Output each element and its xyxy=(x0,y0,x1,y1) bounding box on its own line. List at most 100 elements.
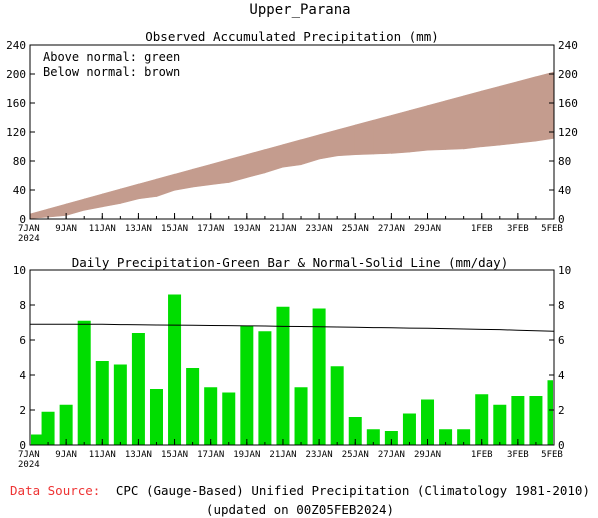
x-tick-label: 27JAN xyxy=(378,224,405,234)
daily-bar xyxy=(59,404,73,445)
daily-bar xyxy=(457,429,471,445)
y-tick-label-left: 4 xyxy=(19,369,26,382)
x-tick-label: 25JAN xyxy=(342,224,369,234)
x-tick-label: 21JAN xyxy=(269,224,296,234)
x-tick-label: 9JAN xyxy=(55,224,77,234)
daily-bar xyxy=(258,331,272,445)
x-tick-year-label: 2024 xyxy=(18,234,40,244)
y-tick-label-right: 0 xyxy=(558,439,565,452)
daily-chart-title: Daily Precipitation-Green Bar & Normal-S… xyxy=(72,255,509,270)
daily-bar xyxy=(312,308,326,445)
accumulated-band-segment xyxy=(228,154,248,183)
x-tick-label: 5FEB xyxy=(541,450,563,460)
daily-bars-group xyxy=(31,294,553,445)
accumulated-band-segment xyxy=(47,203,67,218)
y-tick-label-left: 6 xyxy=(19,334,26,347)
accumulated-band-segment xyxy=(246,149,266,178)
daily-bar xyxy=(204,387,218,445)
daily-panel: Daily Precipitation-Green Bar & Normal-S… xyxy=(13,255,572,470)
daily-bar xyxy=(186,368,200,445)
accumulated-band-segment xyxy=(354,119,374,156)
y-tick-label-left: 80 xyxy=(13,155,26,168)
x-tick-label: 17JAN xyxy=(197,224,224,234)
accumulated-band-segment xyxy=(517,76,537,144)
x-tick-label: 13JAN xyxy=(125,450,152,460)
daily-bar xyxy=(384,431,398,445)
x-tick-label: 25JAN xyxy=(342,450,369,460)
x-tick-label: 11JAN xyxy=(89,224,116,234)
y-tick-label-left: 0 xyxy=(19,213,26,226)
daily-plot-frame xyxy=(29,269,555,446)
daily-normal-line xyxy=(30,323,555,332)
x-tick-year-label: 2024 xyxy=(18,460,40,470)
accumulated-band-segment xyxy=(463,90,483,150)
daily-bar xyxy=(547,380,553,445)
accumulated-band-segment xyxy=(535,71,555,142)
y-tick-label-right: 8 xyxy=(558,299,565,312)
x-tick-label: 23JAN xyxy=(306,224,333,234)
daily-bar xyxy=(149,389,163,445)
daily-bar xyxy=(330,366,344,445)
accumulated-band-segment xyxy=(409,105,428,153)
y-tick-label-right: 160 xyxy=(558,97,578,110)
daily-y-axis-right: 0 2 4 6 8 10 xyxy=(549,264,571,452)
updated-text: (updated on 00Z05FEB2024) xyxy=(206,502,394,517)
accumulated-band-segment xyxy=(210,159,230,186)
y-tick-label-left: 2 xyxy=(19,404,26,417)
x-tick-label: 7JAN xyxy=(18,450,40,460)
accumulated-band-segment xyxy=(445,95,464,150)
daily-bar xyxy=(402,413,416,445)
y-tick-label-right: 10 xyxy=(558,264,571,277)
x-tick-label: 13JAN xyxy=(125,224,152,234)
daily-bar xyxy=(511,396,525,445)
daily-bar xyxy=(31,434,45,445)
x-tick-label: 11JAN xyxy=(89,450,116,460)
daily-bar xyxy=(113,364,127,445)
y-tick-label-left: 240 xyxy=(6,39,26,52)
accumulated-band-segment xyxy=(373,114,392,155)
accumulated-band-segment xyxy=(174,168,193,191)
accumulated-band-segment xyxy=(318,129,338,160)
y-tick-label-left: 8 xyxy=(19,299,26,312)
daily-bar xyxy=(77,320,91,445)
accumulated-chart-title: Observed Accumulated Precipitation (mm) xyxy=(145,29,439,44)
accumulated-band-segment xyxy=(120,183,139,204)
x-tick-label: 1FEB xyxy=(471,450,493,460)
daily-y-axis-left: 0 2 4 6 8 10 xyxy=(13,264,35,452)
x-tick-label: 5FEB xyxy=(541,224,563,234)
x-tick-label: 19JAN xyxy=(233,224,260,234)
y-tick-label-right: 0 xyxy=(558,213,565,226)
accumulated-band-segment xyxy=(101,188,121,208)
daily-bar xyxy=(366,429,380,445)
accumulated-y-axis-right: 0 40 80 120 160 200 240 xyxy=(549,39,578,226)
x-tick-label: 23JAN xyxy=(306,450,333,460)
y-tick-label-right: 2 xyxy=(558,404,565,417)
y-tick-label-right: 4 xyxy=(558,369,565,382)
accumulated-band-segment xyxy=(300,134,320,166)
x-tick-label: 15JAN xyxy=(161,450,188,460)
daily-bar xyxy=(95,361,109,445)
y-tick-label-right: 240 xyxy=(558,39,578,52)
x-tick-label: 7JAN xyxy=(18,224,40,234)
y-tick-label-right: 80 xyxy=(558,155,571,168)
accumulated-band-segment xyxy=(29,208,49,219)
accumulated-band-segment xyxy=(336,124,356,157)
accumulated-y-axis-left: 0 40 80 120 160 200 240 xyxy=(6,39,35,226)
x-tick-label: 1FEB xyxy=(471,224,493,234)
x-tick-label: 15JAN xyxy=(161,224,188,234)
x-tick-label: 27JAN xyxy=(378,450,405,460)
data-source-text: CPC (Gauge-Based) Unified Precipitation … xyxy=(116,483,590,498)
y-tick-label-left: 200 xyxy=(6,68,26,81)
accumulated-band-segment xyxy=(499,81,519,146)
x-tick-label: 3FEB xyxy=(507,224,529,234)
figure-title: Upper_Parana xyxy=(249,2,350,18)
x-tick-label: 19JAN xyxy=(233,450,260,460)
accumulated-band-segment xyxy=(65,198,85,216)
daily-bar xyxy=(131,333,145,445)
daily-normal-line-group xyxy=(30,323,555,332)
accumulated-panel: Observed Accumulated Precipitation (mm) … xyxy=(6,29,578,244)
accumulated-band-segment xyxy=(156,173,175,197)
y-tick-label-left: 120 xyxy=(6,126,26,139)
accumulated-band-segment xyxy=(264,144,284,174)
